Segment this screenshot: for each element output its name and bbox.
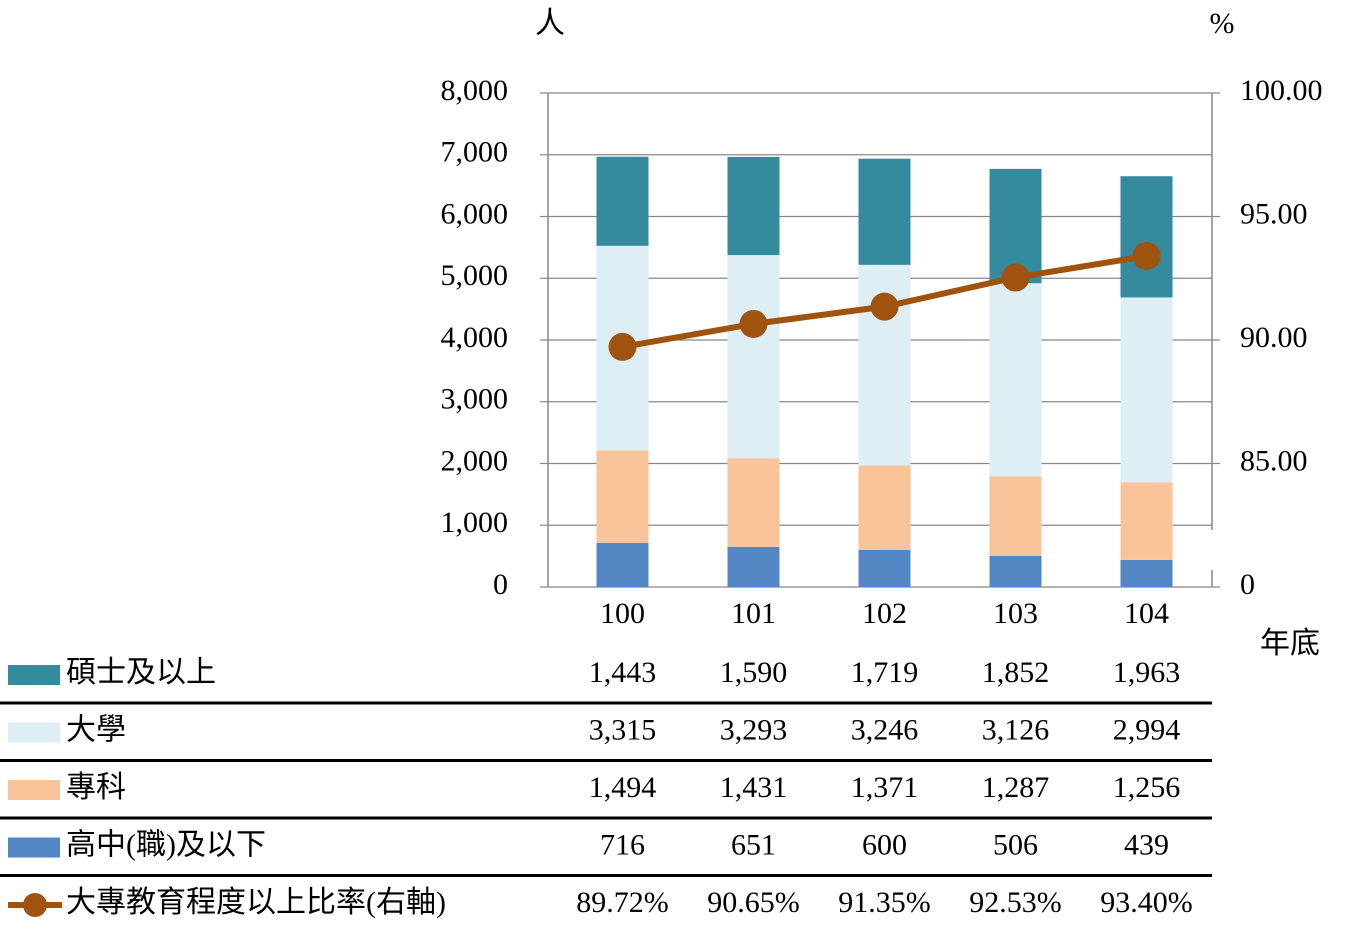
line-marker bbox=[870, 292, 899, 321]
table-cell: 651 bbox=[731, 828, 776, 861]
table-cell: 1,287 bbox=[982, 771, 1050, 804]
y-axis-label: 人 bbox=[535, 7, 565, 40]
legend-label: 高中(職)及以下 bbox=[66, 828, 266, 861]
y-tick-label: 3,000 bbox=[441, 383, 509, 416]
table-cell: 90.65% bbox=[707, 886, 800, 919]
legend-swatch bbox=[8, 665, 60, 685]
y2-tick-label: 95.00 bbox=[1240, 197, 1308, 230]
table-cell: 600 bbox=[862, 828, 907, 861]
legend-swatch bbox=[8, 837, 60, 858]
y2-axis-label: % bbox=[1210, 7, 1235, 40]
y2-tick-label: 90.00 bbox=[1240, 321, 1308, 354]
legend-swatch bbox=[8, 780, 60, 800]
bar-segment bbox=[596, 450, 649, 543]
legend-swatch bbox=[23, 893, 47, 917]
legend-label: 專科 bbox=[66, 771, 126, 804]
table-cell: 1,590 bbox=[720, 656, 788, 689]
table-cell: 1,963 bbox=[1113, 656, 1181, 689]
bar-segment bbox=[1120, 176, 1173, 298]
table-cell: 2,994 bbox=[1113, 713, 1181, 746]
bar-segment bbox=[1120, 297, 1173, 483]
table-cell: 89.72% bbox=[576, 886, 669, 919]
bar-segment bbox=[596, 156, 649, 246]
legend-label: 大專教育程度以上比率(右軸) bbox=[66, 886, 446, 919]
y2-tick-label: 85.00 bbox=[1240, 444, 1308, 477]
bar-segment bbox=[727, 458, 780, 547]
table-cell: 3,246 bbox=[851, 713, 919, 746]
table-cell: 1,494 bbox=[589, 771, 657, 804]
x-tick-label: 100 bbox=[600, 597, 645, 630]
y-tick-label: 8,000 bbox=[441, 74, 509, 107]
table-cell: 1,431 bbox=[720, 771, 788, 804]
y-tick-label: 2,000 bbox=[441, 444, 509, 477]
bar-segment bbox=[1120, 559, 1173, 587]
x-tick-label: 103 bbox=[993, 597, 1038, 630]
table-cell: 1,719 bbox=[851, 656, 919, 689]
table-cell: 3,126 bbox=[982, 713, 1050, 746]
table-cell: 93.40% bbox=[1100, 886, 1193, 919]
line-marker bbox=[608, 332, 637, 361]
table-cell: 506 bbox=[993, 828, 1038, 861]
bar-segment bbox=[858, 158, 911, 265]
x-tick-label: 104 bbox=[1124, 597, 1169, 630]
line-marker bbox=[1132, 242, 1161, 271]
bar-segment bbox=[727, 156, 780, 256]
legend-label: 碩士及以上 bbox=[66, 656, 216, 689]
bar-segment bbox=[989, 555, 1042, 587]
table-cell: 3,315 bbox=[589, 713, 657, 746]
bar-segment bbox=[989, 283, 1042, 477]
y-tick-label: 7,000 bbox=[441, 136, 509, 169]
table-cell: 1,371 bbox=[851, 771, 919, 804]
table-cell: 1,852 bbox=[982, 656, 1050, 689]
y-tick-label: 1,000 bbox=[441, 506, 509, 539]
y-tick-label: 5,000 bbox=[441, 259, 509, 292]
bar-segment bbox=[1120, 482, 1173, 560]
line-marker bbox=[739, 309, 768, 338]
table-cell: 92.53% bbox=[969, 886, 1062, 919]
y-tick-label: 0 bbox=[493, 568, 508, 601]
y-tick-label: 6,000 bbox=[441, 197, 509, 230]
bar-segment bbox=[727, 255, 780, 459]
x-tick-label: 102 bbox=[862, 597, 907, 630]
table-cell: 3,293 bbox=[720, 713, 788, 746]
table-cell: 439 bbox=[1124, 828, 1169, 861]
y2-tick-label: 0 bbox=[1240, 568, 1255, 601]
bar-segment bbox=[596, 542, 649, 587]
legend-label: 大學 bbox=[66, 713, 126, 746]
y-tick-label: 4,000 bbox=[441, 321, 509, 354]
legend-swatch bbox=[8, 722, 60, 743]
bar-segment bbox=[727, 546, 780, 587]
line-marker bbox=[1001, 263, 1030, 292]
table-cell: 91.35% bbox=[838, 886, 931, 919]
y2-tick-label: 100.00 bbox=[1240, 74, 1323, 107]
x-axis-label: 年底 bbox=[1260, 627, 1320, 660]
bar-segment bbox=[989, 476, 1042, 556]
bar-segment bbox=[858, 549, 911, 587]
bar-segment bbox=[858, 465, 911, 550]
x-tick-label: 101 bbox=[731, 597, 776, 630]
table-cell: 1,443 bbox=[589, 656, 657, 689]
table-cell: 1,256 bbox=[1113, 771, 1181, 804]
table-cell: 716 bbox=[600, 828, 645, 861]
